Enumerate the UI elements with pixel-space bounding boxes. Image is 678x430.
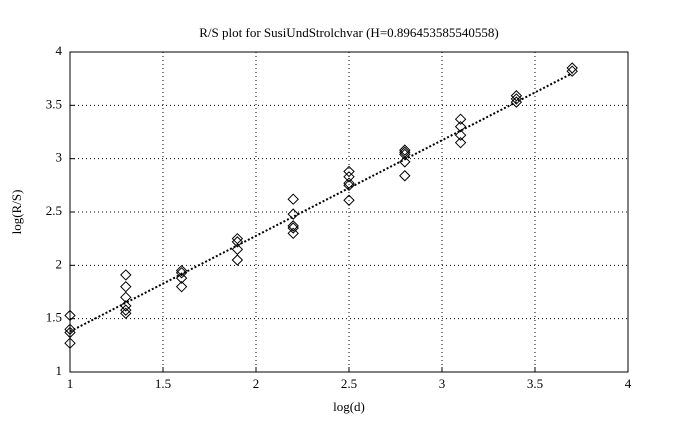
point	[343, 171, 355, 183]
point	[287, 227, 299, 240]
point	[231, 232, 244, 245]
point	[64, 309, 76, 322]
point	[343, 179, 355, 192]
point	[287, 220, 299, 232]
point	[287, 208, 299, 220]
point	[175, 267, 188, 279]
point	[120, 300, 132, 312]
point	[175, 264, 188, 277]
point	[175, 280, 188, 293]
point	[399, 170, 411, 182]
x-axis-label: log(d)	[333, 399, 365, 414]
plot-frame	[69, 51, 629, 373]
point	[175, 272, 188, 284]
y-tick-label: 2	[56, 256, 63, 271]
y-tick-label: 1	[56, 363, 63, 378]
point	[231, 254, 244, 266]
point	[343, 194, 355, 206]
y-tick-label: 4	[56, 43, 63, 58]
point	[64, 323, 76, 336]
point	[454, 113, 467, 125]
point	[287, 193, 299, 205]
x-tick-label: 2.5	[341, 376, 357, 391]
point	[510, 93, 523, 105]
point	[454, 129, 467, 141]
point	[120, 304, 132, 316]
point	[287, 222, 299, 234]
point	[454, 120, 467, 133]
x-tick-label: 4	[625, 376, 632, 391]
x-tick-label: 1	[67, 376, 74, 391]
point	[510, 96, 523, 108]
point	[510, 90, 523, 102]
point	[231, 236, 244, 248]
y-tick-label: 3.5	[46, 96, 62, 111]
point	[120, 280, 132, 293]
x-tick-label: 3	[439, 376, 446, 391]
point	[120, 307, 132, 320]
point	[120, 291, 132, 304]
point	[343, 177, 355, 189]
point	[566, 62, 578, 74]
point	[566, 65, 578, 77]
fit-line	[69, 72, 573, 333]
chart-title: R/S plot for SusiUndStrolchvar (H=0.8964…	[199, 25, 498, 40]
point	[399, 156, 411, 168]
x-tick-label: 3.5	[527, 376, 543, 391]
point	[120, 269, 132, 281]
point	[454, 136, 467, 149]
point	[399, 148, 411, 161]
y-tick-label: 1.5	[46, 310, 62, 325]
point	[343, 165, 355, 178]
x-tick-label: 1.5	[155, 376, 171, 391]
y-tick-label: 3	[56, 150, 63, 165]
y-axis-label: log(R/S)	[9, 190, 24, 235]
point	[64, 337, 76, 349]
y-tick-label: 2.5	[46, 203, 62, 218]
point	[399, 144, 411, 156]
x-tick-label: 2	[253, 376, 260, 391]
